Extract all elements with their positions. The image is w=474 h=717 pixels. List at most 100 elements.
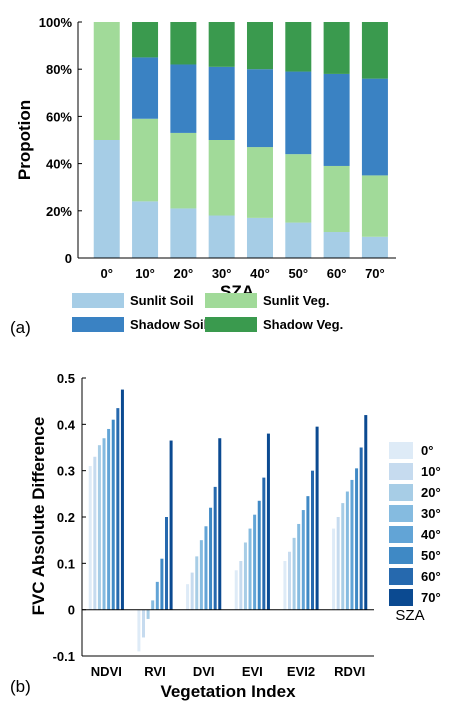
bar-a-0-3 <box>208 215 235 258</box>
chart-b-legend-swatch <box>389 484 413 501</box>
bar-b-2-4 <box>292 537 296 610</box>
bar-a-1-4 <box>246 147 273 218</box>
chart-a-x-tick-label: 10° <box>135 266 155 281</box>
chart-b-y-tick-label: 0.5 <box>57 371 75 386</box>
bar-a-1-2 <box>170 132 197 209</box>
bar-b-0-5 <box>332 528 336 610</box>
bar-a-1-7 <box>361 175 388 237</box>
bar-a-2-7 <box>361 78 388 176</box>
chart-b-x-tick-label: EVI <box>242 664 263 679</box>
bar-b-1-0 <box>93 456 97 610</box>
bar-a-3-4 <box>246 22 273 70</box>
chart-a-y-tick-label: 0 <box>65 251 72 266</box>
bar-a-3-5 <box>285 22 312 72</box>
bar-b-6-4 <box>311 470 314 610</box>
bar-b-5-5 <box>355 468 359 610</box>
chart-b-y-tick-label: 0 <box>68 603 75 618</box>
bar-b-5-1 <box>160 558 164 610</box>
chart-b-x-tick-label: EVI2 <box>287 664 315 679</box>
chart-b-legend-swatch <box>389 568 413 585</box>
bar-a-3-6 <box>323 22 350 74</box>
chart-a-x-tick-label: 70° <box>365 266 385 281</box>
chart-a-legend-label: Sunlit Soil <box>130 293 194 308</box>
chart-b-y-tick-label: 0.1 <box>57 556 75 571</box>
bar-b-3-1 <box>151 600 155 610</box>
chart-b-legend-swatch <box>389 442 413 459</box>
bar-b-7-0 <box>120 389 124 610</box>
bar-b-7-1 <box>169 440 173 610</box>
bar-b-0-1 <box>137 609 141 652</box>
bar-a-0-7 <box>361 236 388 258</box>
bar-a-3-3 <box>208 22 235 67</box>
panel-a-label: (a) <box>10 318 31 337</box>
bar-b-7-5 <box>364 415 368 610</box>
bar-b-1-2 <box>190 572 194 610</box>
bar-b-5-3 <box>257 500 261 610</box>
bar-a-3-1 <box>132 22 159 58</box>
chart-b-x-tick-label: DVI <box>193 664 215 679</box>
chart-b-x-ticks: NDVI RVI DVI EVI EVI2 RDVI <box>91 664 365 679</box>
bar-b-3-4 <box>297 523 301 610</box>
chart-b-x-label: Vegetation Index <box>160 682 296 701</box>
bar-b-6-5 <box>359 447 363 610</box>
chart-a-bars <box>93 22 388 258</box>
bar-b-5-4 <box>306 496 310 610</box>
chart-b-x-tick-label: RVI <box>144 664 165 679</box>
bar-b-1-4 <box>288 551 291 610</box>
bar-b-4-1 <box>155 581 159 610</box>
bar-a-0-2 <box>170 208 197 258</box>
bar-a-1-0 <box>93 22 120 140</box>
chart-b-y-tick-label: 0.2 <box>57 510 75 525</box>
bar-a-3-7 <box>361 22 388 79</box>
chart-a-legend-swatch <box>205 293 257 308</box>
bar-a-2-1 <box>132 57 159 119</box>
chart-a-legend-label: Sunlit Veg. <box>263 293 329 308</box>
chart-a-x-tick-label: 60° <box>327 266 347 281</box>
chart-b-y-tick-label: 0.4 <box>57 417 76 432</box>
bar-b-3-2 <box>199 540 203 610</box>
chart-b-x-tick-label: NDVI <box>91 664 122 679</box>
chart-b-legend-title: SZA <box>395 607 424 624</box>
chart-b-legend-label: 0° <box>421 443 433 458</box>
chart-b-legend-swatch <box>389 505 413 522</box>
chart-b-legend-swatch <box>389 526 413 543</box>
bar-b-5-2 <box>209 507 213 610</box>
chart-b-legend-label: 20° <box>421 485 441 500</box>
bar-b-3-0 <box>102 438 106 610</box>
bar-b-2-2 <box>195 556 199 610</box>
bar-b-0-3 <box>234 570 238 610</box>
bar-a-0-1 <box>132 201 159 258</box>
bar-b-0-4 <box>283 561 287 610</box>
chart-b-y-tick-label: 0.3 <box>57 464 75 479</box>
bar-b-4-2 <box>204 526 208 610</box>
bar-b-6-1 <box>165 517 168 610</box>
bar-a-2-2 <box>170 64 197 133</box>
chart-a-x-tick-label: 30° <box>212 266 232 281</box>
bar-a-2-6 <box>323 73 350 166</box>
bar-b-7-4 <box>315 426 319 610</box>
bar-a-2-3 <box>208 66 235 140</box>
chart-a-x-tick-label: 20° <box>174 266 194 281</box>
chart-b-legend-swatch <box>389 547 413 564</box>
chart-a-legend: Sunlit Soil Sunlit Veg. Shadow Soil Shadow … <box>72 293 343 332</box>
chart-a-y-tick-label: 60% <box>46 109 72 124</box>
chart-b-x-tick-label: RDVI <box>334 664 365 679</box>
chart-a-y-ticks: 0 20% 40% 60% 80% 100% <box>39 15 82 266</box>
bar-b-3-3 <box>248 528 252 610</box>
bar-a-1-5 <box>285 154 312 223</box>
bar-b-7-3 <box>266 433 270 610</box>
chart-b-legend-label: 50° <box>421 548 441 563</box>
bar-b-4-0 <box>107 428 111 610</box>
chart-b-legend: 0° 10° 20° 30° 40° 50° 60° 70° <box>389 442 441 606</box>
bar-a-1-3 <box>208 140 235 216</box>
chart-a-y-tick-label: 20% <box>46 204 72 219</box>
chart-a-y-tick-label: 100% <box>39 15 73 30</box>
chart-a-legend-label: Shadow Soil <box>130 317 207 332</box>
chart-b-legend-label: 40° <box>421 527 441 542</box>
chart-b-legend-label: 30° <box>421 506 441 521</box>
chart-a-x-tick-label: 40° <box>250 266 270 281</box>
bar-b-7-2 <box>218 438 222 610</box>
bar-a-2-4 <box>246 69 273 148</box>
bar-a-2-5 <box>285 71 312 155</box>
